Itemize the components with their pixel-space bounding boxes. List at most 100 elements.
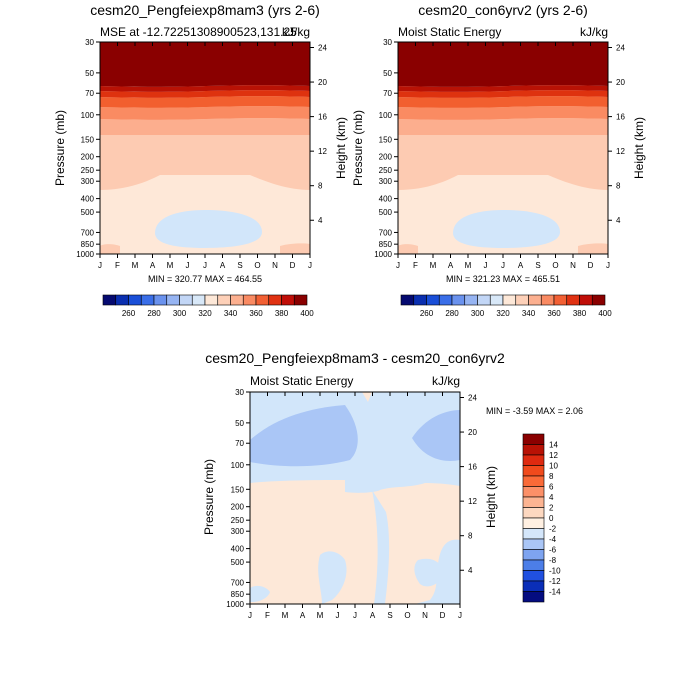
band-neg2-0-patch-c <box>250 585 270 602</box>
colorbar-label: 14 <box>549 441 558 450</box>
band-340-350 <box>398 135 608 190</box>
x-tick-label: J <box>308 261 312 270</box>
colorbar-label: 400 <box>300 309 314 318</box>
colorbar-swatch <box>540 294 555 306</box>
band-340-350-low-left <box>398 244 418 254</box>
colorbar-label: 380 <box>275 309 289 318</box>
panel-exp-units: kJ/kg <box>282 25 310 39</box>
colorbar-swatch <box>522 433 545 445</box>
colorbar-label: 300 <box>173 309 187 318</box>
colorbar-swatch <box>502 294 517 306</box>
colorbar-swatch <box>489 294 504 306</box>
colorbar-swatch <box>553 294 568 306</box>
band-380-390 <box>100 90 310 98</box>
x-tick-label: A <box>150 261 156 270</box>
height-tick-label: 16 <box>318 113 327 122</box>
panel-diff-axes: J F M A M J J A S O N D J 30 50 70 100 150 200 250 300 400 500… <box>226 388 477 620</box>
pressure-tick-label: 250 <box>379 166 393 175</box>
band-gt-400 <box>398 42 608 87</box>
panel-ctl: cesm20_con6yrv2 (yrs 2-6) Moist Static E… <box>351 2 646 318</box>
pressure-tick-label: 850 <box>379 240 393 249</box>
colorbar-label: 10 <box>549 462 558 471</box>
colorbar-swatch <box>281 294 295 306</box>
colorbar-label: -6 <box>549 546 557 555</box>
colorbar-label: 340 <box>224 309 238 318</box>
colorbar-label: 400 <box>598 309 612 318</box>
colorbar-swatch <box>522 570 545 582</box>
pressure-tick-label: 30 <box>383 38 392 47</box>
colorbar-label: -8 <box>549 556 557 565</box>
x-tick-label: F <box>413 261 418 270</box>
colorbar-swatch <box>579 294 593 306</box>
height-axis-label: Height (km) <box>484 466 498 528</box>
x-tick-label: A <box>220 261 226 270</box>
colorbar-swatch <box>451 294 466 306</box>
pressure-tick-label: 50 <box>85 69 94 78</box>
x-tick-label: N <box>272 261 278 270</box>
pressure-tick-label: 70 <box>383 89 392 98</box>
pressure-tick-label: 400 <box>81 195 95 204</box>
band-320-330 <box>155 210 262 248</box>
x-tick-label: J <box>396 261 400 270</box>
colorbar-label: 360 <box>249 309 263 318</box>
pressure-axis-label: Pressure (mb) <box>351 110 365 186</box>
colorbar-label: 280 <box>147 309 161 318</box>
band-neg2-0-patch-b <box>414 558 444 587</box>
colorbar-label: 2 <box>549 504 554 513</box>
pressure-tick-label: 50 <box>383 69 392 78</box>
pressure-tick-label: 200 <box>81 153 95 162</box>
pressure-tick-label: 1000 <box>374 250 392 259</box>
colorbar-swatch <box>591 294 606 306</box>
band-390-400 <box>100 85 310 92</box>
band-360-370 <box>398 106 608 120</box>
pressure-tick-label: 850 <box>81 240 95 249</box>
x-tick-label: M <box>465 261 472 270</box>
height-tick-label: 12 <box>318 147 327 156</box>
pressure-tick-label: 500 <box>81 208 95 217</box>
colorbar-swatch <box>522 486 545 498</box>
colorbar-swatch <box>115 294 129 306</box>
panel-exp-plot <box>99 41 311 255</box>
panel-ctl-title: cesm20_con6yrv2 (yrs 2-6) <box>418 2 588 18</box>
panel-diff-stats: MIN = -3.59 MAX = 2.06 <box>486 406 583 416</box>
x-tick-label: M <box>132 261 139 270</box>
x-tick-label: J <box>458 611 462 620</box>
colorbar-label: 260 <box>122 309 136 318</box>
height-tick-label: 16 <box>468 463 477 472</box>
panel-exp: cesm20_Pengfeiexp8mam3 (yrs 2-6) MSE at … <box>53 2 348 318</box>
colorbar-label: 8 <box>549 472 554 481</box>
panel-exp-axes: J F M A M J J A S O N D J 30 50 70 100 150 200 250 300 400 500… <box>76 38 327 270</box>
colorbar-swatch <box>522 444 545 456</box>
x-tick-label: N <box>422 611 428 620</box>
band-0-2 <box>250 480 460 604</box>
height-tick-label: 20 <box>318 78 327 87</box>
colorbar-label: -12 <box>549 577 561 586</box>
colorbar-label: 280 <box>445 309 459 318</box>
panel-ctl-stats: MIN = 321.23 MAX = 465.51 <box>446 274 560 284</box>
height-tick-label: 4 <box>318 216 323 225</box>
x-tick-label: J <box>336 611 340 620</box>
height-tick-label: 8 <box>616 182 621 191</box>
x-tick-label: O <box>404 611 410 620</box>
height-tick-label: 12 <box>616 147 625 156</box>
x-tick-label: J <box>353 611 357 620</box>
colorbar-label: -4 <box>549 535 557 544</box>
height-axis-label: Height (km) <box>334 117 348 179</box>
x-tick-label: D <box>290 261 296 270</box>
colorbar-swatch <box>268 294 282 306</box>
colorbar-swatch <box>217 294 231 306</box>
x-tick-label: D <box>440 611 446 620</box>
pressure-tick-label: 100 <box>231 461 245 470</box>
colorbar-swatch <box>153 294 168 306</box>
colorbar-label: 260 <box>420 309 434 318</box>
pressure-tick-label: 700 <box>231 578 245 587</box>
pressure-axis-label: Pressure (mb) <box>202 459 216 535</box>
panel-diff: cesm20_Pengfeiexp8mam3 - cesm20_con6yrv2… <box>202 350 583 620</box>
colorbar-swatch <box>522 496 545 508</box>
colorbar-swatch <box>515 294 529 306</box>
panel-ctl-colorbar: 260 280 300 320 340 360 380 400 <box>400 294 612 318</box>
band-390-400 <box>398 85 608 92</box>
pressure-tick-label: 300 <box>81 177 95 186</box>
panel-diff-units: kJ/kg <box>432 374 460 388</box>
